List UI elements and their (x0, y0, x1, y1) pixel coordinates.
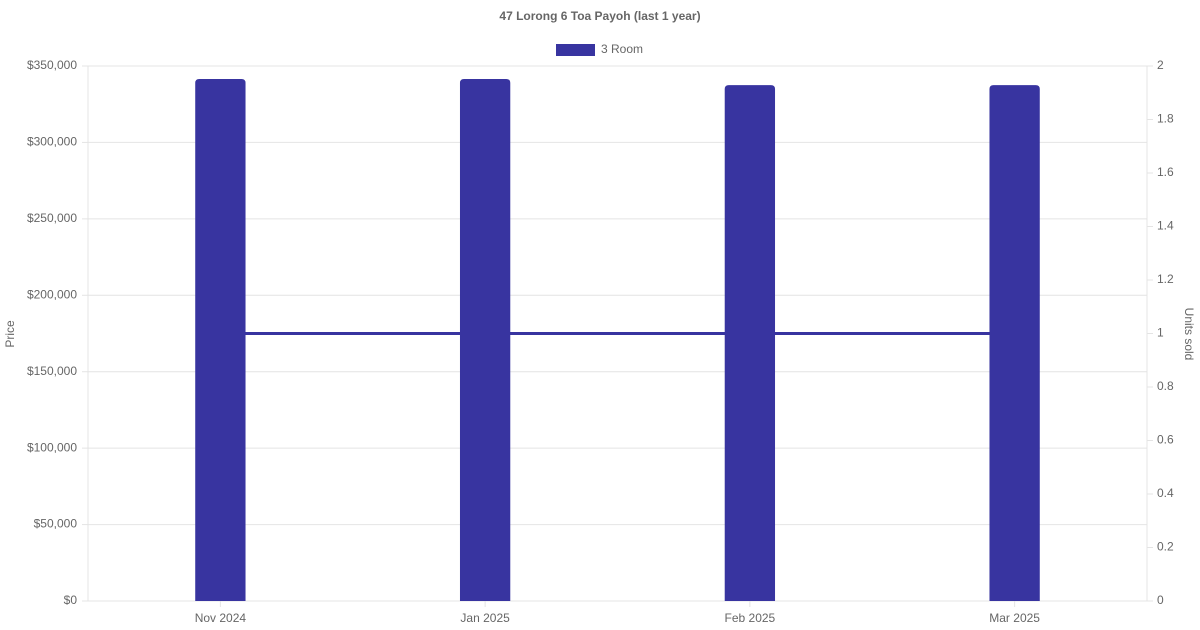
bar (724, 85, 776, 602)
y2-tick-label: 1 (1157, 326, 1164, 340)
y2-tick-label: 1.6 (1157, 165, 1174, 179)
y-tick-label: $150,000 (27, 364, 77, 378)
x-tick-label: Feb 2025 (725, 611, 776, 625)
bar (459, 78, 511, 601)
y2-tick-label: 0.8 (1157, 379, 1174, 393)
y2-tick-label: 0.4 (1157, 486, 1174, 500)
y2-tick-label: 0.2 (1157, 540, 1174, 554)
legend-label: 3 Room (601, 42, 643, 56)
bar (989, 85, 1040, 602)
y2-tick-label: 1.4 (1157, 219, 1174, 233)
legend-swatch (556, 44, 595, 56)
y-tick-label: $50,000 (34, 517, 78, 531)
y-tick-label: $300,000 (27, 135, 77, 149)
x-tick-label: Jan 2025 (460, 611, 510, 625)
y-tick-label: $250,000 (27, 211, 77, 225)
bar (195, 78, 246, 601)
y-axis-title: Price (3, 320, 17, 348)
x-tick-label: Nov 2024 (195, 611, 247, 625)
y-tick-label: $350,000 (27, 58, 77, 72)
y-tick-label: $100,000 (27, 440, 77, 454)
y2-tick-label: 0 (1157, 593, 1164, 607)
y2-tick-label: 0.6 (1157, 433, 1174, 447)
y2-tick-label: 1.8 (1157, 112, 1174, 126)
chart-title: 47 Lorong 6 Toa Payoh (last 1 year) (499, 9, 700, 23)
y2-tick-label: 2 (1157, 58, 1164, 72)
x-tick-label: Mar 2025 (989, 611, 1040, 625)
y2-axis-title: Units sold (1182, 308, 1196, 361)
y-tick-label: $0 (64, 593, 78, 607)
y2-tick-label: 1.2 (1157, 272, 1174, 286)
y-tick-label: $200,000 (27, 287, 77, 301)
